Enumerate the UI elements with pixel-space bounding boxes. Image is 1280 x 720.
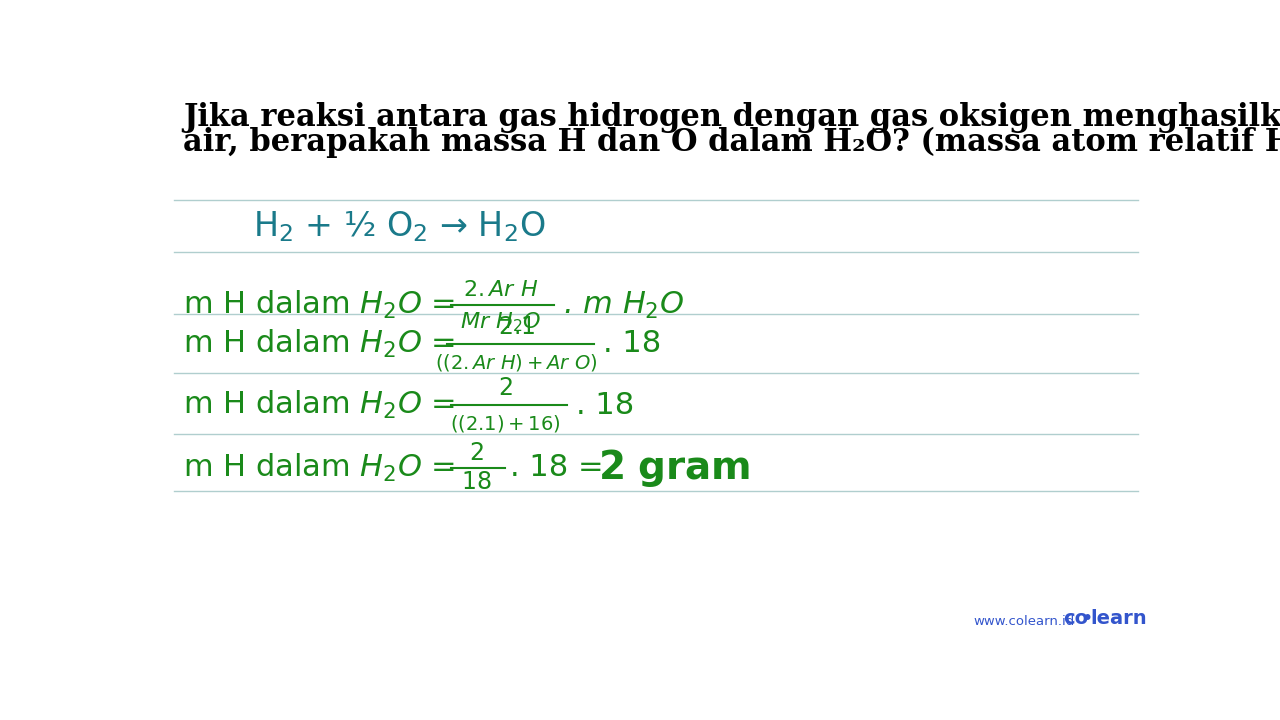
Text: $((2.Ar\ H)+Ar\ O)$: $((2.Ar\ H)+Ar\ O)$ (435, 351, 598, 372)
Text: co: co (1062, 609, 1088, 629)
Text: . 18: . 18 (603, 329, 662, 358)
Text: air, berapakah massa H dan O dalam H₂O? (massa atom relatif H = 1; O = 16).: air, berapakah massa H dan O dalam H₂O? … (183, 127, 1280, 158)
Text: $\bf{2\ gram}$: $\bf{2\ gram}$ (598, 446, 750, 489)
Text: •: • (1082, 609, 1093, 629)
Text: m H dalam $H_2O$ =: m H dalam $H_2O$ = (183, 328, 456, 359)
Text: $Mr\ H_2O$: $Mr\ H_2O$ (461, 310, 541, 334)
Text: $2.1$: $2.1$ (498, 315, 535, 338)
Text: $2.Ar\ H$: $2.Ar\ H$ (463, 279, 539, 300)
Text: $2$: $2$ (468, 441, 484, 465)
Text: . 18 =: . 18 = (511, 453, 604, 482)
Text: $((2.1)+16)$: $((2.1)+16)$ (449, 413, 561, 434)
Text: m H dalam $H_2O$ =: m H dalam $H_2O$ = (183, 289, 456, 321)
Text: m H dalam $H_2O$ =: m H dalam $H_2O$ = (183, 451, 456, 484)
Text: m H dalam $H_2O$ =: m H dalam $H_2O$ = (183, 389, 456, 421)
Text: . 18: . 18 (576, 391, 635, 420)
Text: Jika reaksi antara gas hidrogen dengan gas oksigen menghasilkan 18 gram uap: Jika reaksi antara gas hidrogen dengan g… (183, 102, 1280, 132)
Text: learn: learn (1091, 609, 1147, 629)
Text: . $m\ H_2O$: . $m\ H_2O$ (563, 289, 684, 320)
Text: $2$: $2$ (498, 377, 512, 400)
Text: $\mathregular{H_2}$ + ½ $\mathregular{O_2}$ → $\mathregular{H_2O}$: $\mathregular{H_2}$ + ½ $\mathregular{O_… (253, 210, 545, 244)
Text: $18$: $18$ (461, 470, 492, 494)
Text: www.colearn.id: www.colearn.id (974, 616, 1075, 629)
